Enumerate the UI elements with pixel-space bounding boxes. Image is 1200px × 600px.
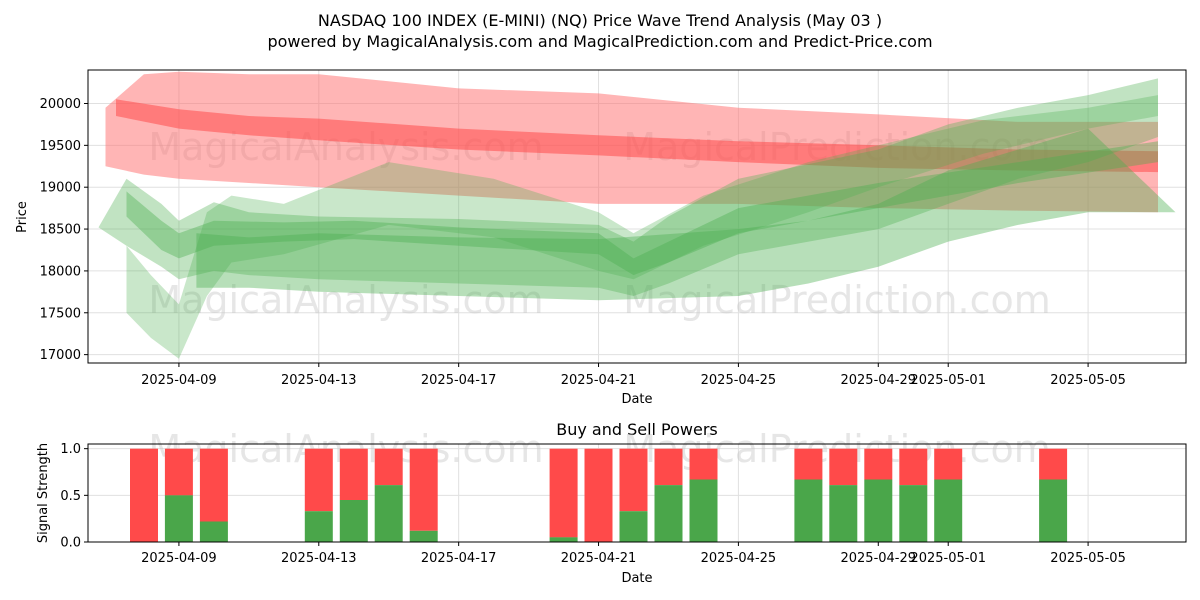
main-x-tick-label: 2025-04-21 (561, 373, 637, 388)
buy-power-bar (164, 495, 193, 542)
buy-power-bar (794, 479, 823, 542)
main-y-tick-label: 20000 (40, 97, 81, 112)
main-x-tick-label: 2025-04-09 (141, 373, 217, 388)
sell-power-bar (829, 448, 858, 486)
buy-power-bar (1039, 479, 1068, 542)
price-wave-chart: MagicalAnalysis.com MagicalPrediction.co… (15, 69, 1187, 407)
bar-y-ticks: 0.0 0.5 1.0 (60, 442, 88, 551)
bar-x-tick-label: 2025-04-13 (281, 551, 357, 566)
main-y-tick-label: 17000 (40, 348, 81, 363)
buy-power-bar (304, 511, 333, 542)
bar-plot-frame (87, 443, 1187, 543)
main-y-tick-label: 19000 (40, 181, 81, 196)
buy-power-bar (199, 521, 228, 542)
sell-power-bar (164, 448, 193, 496)
bar-y-tick-label: 0.0 (60, 536, 81, 551)
buy-power-bar (864, 479, 893, 542)
signal-bars (130, 448, 1068, 542)
main-y-ticks: 17000 17500 18000 18500 19000 19500 20000 (40, 97, 88, 363)
main-plot-frame (87, 69, 1187, 364)
bar-x-tick-label: 2025-05-05 (1050, 551, 1126, 566)
sell-power-bar (549, 448, 578, 538)
main-x-tick-label: 2025-04-13 (281, 373, 357, 388)
green-wave-band-4 (196, 128, 1176, 301)
sell-power-bar (130, 448, 158, 542)
watermark-mid-left: MagicalAnalysis.com (148, 278, 543, 322)
buy-sell-powers-chart: Buy and Sell Powers MagicalAnalysis.com … (36, 420, 1187, 586)
main-x-tick-label: 2025-04-29 (840, 373, 916, 388)
bar-y-axis-label: Signal Strength (36, 443, 51, 543)
sell-power-bar (199, 448, 228, 522)
sell-power-bar (339, 448, 368, 500)
green-wave-band-1 (98, 78, 1158, 297)
buy-power-bar (654, 485, 683, 542)
wave-bands (98, 71, 1176, 359)
main-y-tick-label: 18500 (40, 223, 81, 238)
bar-x-tick-label: 2025-04-09 (141, 551, 217, 566)
bar-y-tick-label: 0.5 (60, 489, 81, 504)
bar-x-tick-label: 2025-05-01 (910, 551, 986, 566)
main-x-tick-label: 2025-04-17 (421, 373, 497, 388)
bar-y-tick-label: 1.0 (60, 442, 81, 457)
main-x-tick-label: 2025-05-05 (1050, 373, 1126, 388)
bar-x-ticks: 2025-04-09 2025-04-13 2025-04-17 2025-04-21… (141, 542, 1126, 566)
main-y-axis-label: Price (15, 201, 30, 233)
buy-power-bar (339, 500, 368, 542)
main-y-tick-label: 18000 (40, 264, 81, 279)
green-wave-band-2 (126, 95, 1158, 359)
watermark-mid-right: MagicalPrediction.com (623, 278, 1051, 322)
sell-power-bar (304, 448, 333, 512)
bar-x-tick-label: 2025-04-25 (701, 551, 777, 566)
sell-power-bar (584, 448, 613, 542)
main-x-axis-label: Date (621, 392, 652, 407)
sell-power-bar (1039, 448, 1068, 480)
buy-power-bar (829, 485, 858, 542)
sell-power-bar (689, 448, 718, 480)
bar-x-tick-label: 2025-04-17 (421, 551, 497, 566)
sell-power-bar (899, 448, 928, 486)
sell-power-bar (409, 448, 438, 531)
bar-chart-title: Buy and Sell Powers (556, 420, 718, 439)
bar-x-tick-label: 2025-04-29 (840, 551, 916, 566)
buy-power-bar (934, 479, 963, 542)
main-y-tick-label: 17500 (40, 306, 81, 321)
bar-x-axis-label: Date (621, 571, 652, 586)
main-x-ticks: 2025-04-09 2025-04-13 2025-04-17 2025-04-21… (141, 363, 1126, 388)
sell-power-bar (794, 448, 823, 480)
buy-power-bar (689, 479, 718, 542)
buy-power-bar (899, 485, 928, 542)
buy-power-bar (409, 530, 438, 542)
sell-power-bar (374, 448, 403, 486)
buy-power-bar (549, 537, 578, 542)
buy-power-bar (374, 485, 403, 542)
red-wave-core (116, 99, 1158, 173)
main-x-tick-label: 2025-05-01 (910, 373, 986, 388)
sell-power-bar (864, 448, 893, 480)
sell-power-bar (619, 448, 648, 512)
chart-title: NASDAQ 100 INDEX (E-MINI) (NQ) Price Wav… (318, 11, 882, 30)
sell-power-bar (934, 448, 963, 480)
main-y-tick-label: 19500 (40, 139, 81, 154)
main-x-tick-label: 2025-04-25 (701, 373, 777, 388)
chart-subtitle: powered by MagicalAnalysis.com and Magic… (267, 32, 932, 51)
buy-power-bar (619, 511, 648, 542)
sell-power-bar (654, 448, 683, 486)
bar-x-tick-label: 2025-04-21 (561, 551, 637, 566)
